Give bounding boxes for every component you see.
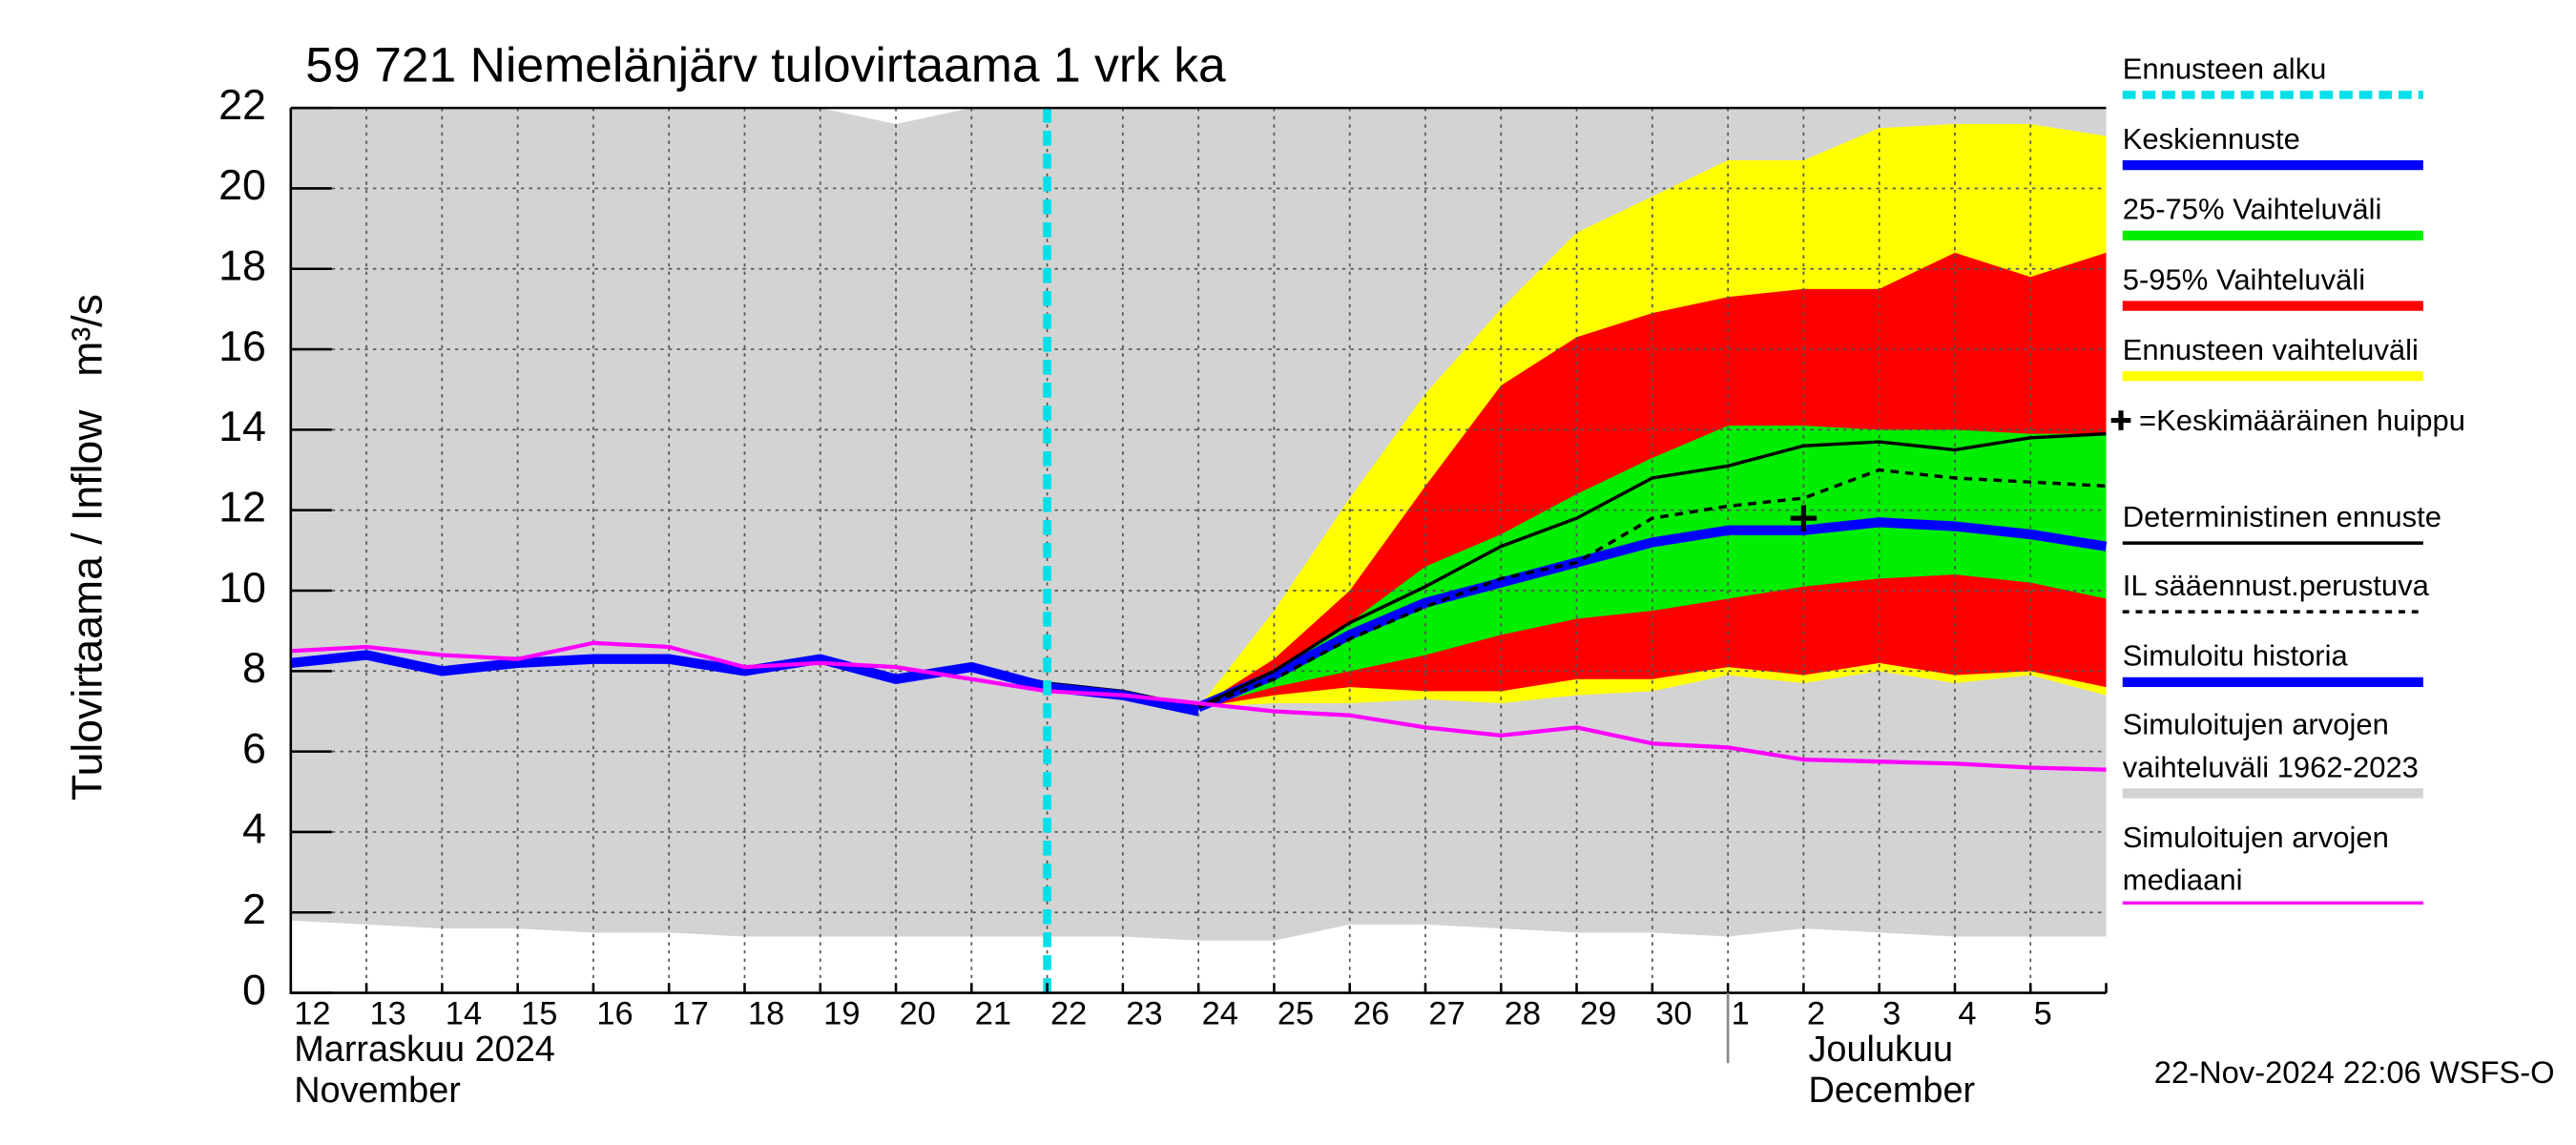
legend-entry: Simuloitu historia — [2122, 639, 2348, 673]
y-tick-label: 2 — [242, 886, 266, 933]
legend-label: 25-75% Vaihteluväli — [2122, 193, 2382, 226]
x-tick-label: 30 — [1655, 996, 1692, 1032]
y-tick-label: 8 — [242, 645, 266, 692]
chart-title: 59 721 Niemelänjärv tulovirtaama 1 vrk k… — [305, 37, 1226, 93]
x-tick-label: 2 — [1807, 996, 1825, 1032]
legend-entry: Ennusteen vaihteluväli — [2122, 333, 2419, 366]
legend-label: Deterministinen ennuste — [2122, 500, 2441, 533]
mean-peak-marker — [1790, 505, 1818, 531]
x-tick-label: 26 — [1353, 996, 1389, 1032]
x-tick-label: 29 — [1580, 996, 1616, 1032]
series-line — [1196, 517, 2108, 712]
month-label: November — [294, 1071, 461, 1111]
legend-entry: 5-95% Vaihteluväli — [2122, 263, 2366, 297]
month-label: December — [1808, 1071, 1975, 1111]
legend-entry: Keskiennuste — [2122, 122, 2300, 156]
plot-area — [290, 106, 2108, 994]
x-tick-label: 15 — [521, 996, 557, 1032]
legend-entry: Simuloitujen arvojen mediaani — [2122, 821, 2389, 897]
legend-label: Simuloitujen arvojen vaihteluväli 1962-2… — [2122, 708, 2419, 784]
marker-cross — [1790, 505, 1818, 531]
legend-label: =Keskimääräinen huippu — [2138, 404, 2466, 437]
month-label: Marraskuu 2024 — [294, 1030, 555, 1070]
x-tick-label: 27 — [1428, 996, 1465, 1032]
legend-label: Simuloitu historia — [2122, 639, 2348, 673]
month-label: Joulukuu — [1808, 1030, 1953, 1070]
x-tick-label: 14 — [446, 996, 482, 1032]
y-tick-label: 20 — [218, 162, 266, 209]
legend-label: IL sääennust.perustuva — [2122, 569, 2429, 602]
x-tick-label: 28 — [1505, 996, 1541, 1032]
y-tick-label: 14 — [218, 404, 266, 450]
series-line — [290, 640, 2107, 772]
legend-label: 5-95% Vaihteluväli — [2122, 263, 2366, 297]
x-tick-label: 12 — [294, 996, 330, 1032]
x-tick-label: 24 — [1202, 996, 1238, 1032]
y-tick-label: 4 — [242, 806, 266, 853]
legend-entry: Ennusteen alku — [2122, 52, 2327, 86]
legend-marker — [2110, 410, 2131, 430]
legend-label: Keskiennuste — [2122, 122, 2300, 156]
x-tick-label: 3 — [1882, 996, 1901, 1032]
y-axis-label: Tulovirtaama / Inflow — [64, 409, 111, 801]
x-tick-label: 17 — [673, 996, 709, 1032]
legend-entry: =Keskimääräinen huippu — [2138, 404, 2466, 437]
x-tick-label: 23 — [1126, 996, 1162, 1032]
legend-label: Simuloitujen arvojen mediaani — [2122, 821, 2389, 897]
legend-label: Ennusteen alku — [2122, 52, 2327, 86]
y-tick-label: 10 — [218, 565, 266, 612]
legend-entry: Simuloitujen arvojen vaihteluväli 1962-2… — [2122, 708, 2419, 784]
legend-entry: 25-75% Vaihteluväli — [2122, 193, 2382, 226]
x-tick-label: 1 — [1732, 996, 1750, 1032]
x-tick-label: 19 — [823, 996, 860, 1032]
x-tick-label: 25 — [1278, 996, 1314, 1032]
legend-entry: Deterministinen ennuste — [2122, 500, 2441, 533]
x-tick-label: 21 — [975, 996, 1011, 1032]
x-tick-label: 16 — [596, 996, 633, 1032]
legend-label: Ennusteen vaihteluväli — [2122, 333, 2419, 366]
series-line — [1197, 468, 2107, 709]
legend-entry: IL sääennust.perustuva — [2122, 569, 2429, 602]
y-tick-label: 22 — [218, 82, 266, 129]
x-tick-label: 4 — [1958, 996, 1976, 1032]
x-tick-label: 18 — [748, 996, 784, 1032]
x-tick-label: 13 — [370, 996, 406, 1032]
y-tick-label: 16 — [218, 323, 266, 370]
y-axis-unit: m³/s — [64, 294, 111, 377]
x-tick-label: 22 — [1050, 996, 1087, 1032]
y-tick-label: 12 — [218, 485, 266, 531]
x-tick-label: 20 — [899, 996, 935, 1032]
footer: 22-Nov-2024 22:06 WSFS-O — [2154, 1054, 2555, 1090]
x-tick-label: 5 — [2034, 996, 2052, 1032]
y-tick-label: 6 — [242, 725, 266, 772]
y-tick-label: 0 — [242, 967, 266, 1013]
y-tick-label: 18 — [218, 243, 266, 290]
